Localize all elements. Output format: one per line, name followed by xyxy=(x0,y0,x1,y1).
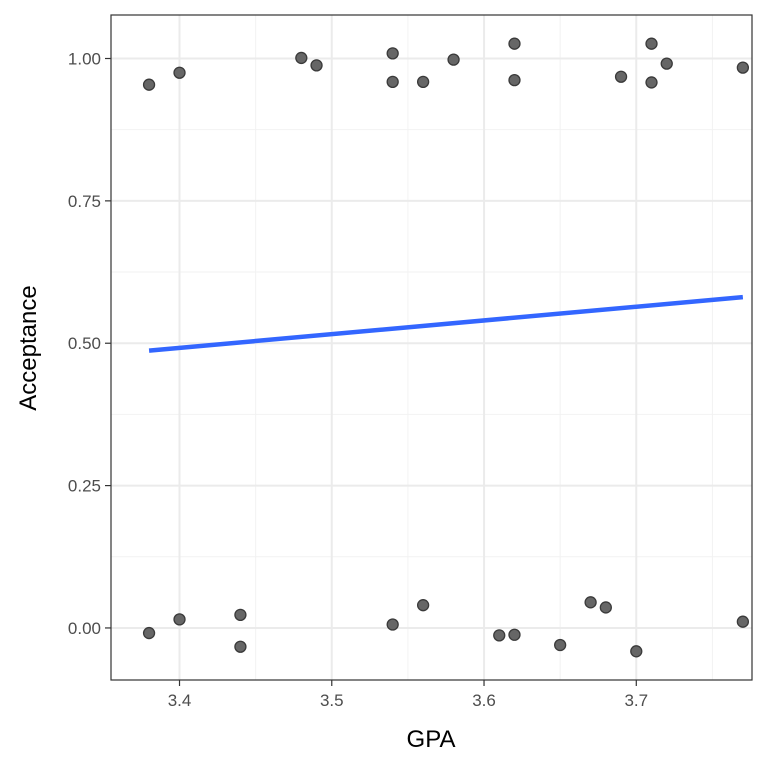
x-tick-label: 3.5 xyxy=(320,691,344,710)
axis-tick-labels: 3.4 3.5 3.6 3.7 0.00 0.25 0.50 0.75 1.00 xyxy=(68,50,648,710)
data-point xyxy=(447,53,460,66)
data-point xyxy=(173,613,186,626)
y-tick-label: 1.00 xyxy=(68,50,101,69)
data-point xyxy=(173,66,186,79)
data-point xyxy=(416,75,430,89)
x-tick-label: 3.6 xyxy=(472,691,496,710)
x-tick-label: 3.4 xyxy=(168,691,192,710)
y-axis-title: Acceptance xyxy=(15,285,42,410)
data-point xyxy=(736,61,750,74)
data-point xyxy=(736,615,750,628)
data-point xyxy=(554,638,567,652)
data-point xyxy=(416,599,430,612)
data-point xyxy=(493,629,506,642)
data-point xyxy=(508,73,521,87)
data-point xyxy=(599,601,612,614)
data-point xyxy=(310,59,323,72)
data-point xyxy=(630,645,643,658)
y-tick-label: 0.25 xyxy=(68,477,101,496)
panel-border xyxy=(110,14,753,681)
fit-line xyxy=(148,294,744,353)
data-point xyxy=(386,618,399,631)
data-point xyxy=(645,76,658,89)
data-point xyxy=(614,70,628,83)
data-point xyxy=(660,57,673,70)
data-point xyxy=(386,47,399,60)
y-tick-label: 0.50 xyxy=(68,334,101,353)
minor-gridlines xyxy=(111,15,752,680)
data-point xyxy=(508,628,521,641)
x-axis-title: GPA xyxy=(407,726,456,753)
x-tick-label: 3.7 xyxy=(624,691,648,710)
fit-line-layer xyxy=(148,294,744,353)
y-tick-label: 0.75 xyxy=(68,192,101,211)
data-point xyxy=(508,37,521,50)
data-point xyxy=(645,37,658,50)
data-point xyxy=(142,626,156,640)
data-point xyxy=(295,51,308,65)
axis-ticks xyxy=(105,57,637,686)
data-point xyxy=(584,596,597,609)
data-point xyxy=(234,608,247,622)
data-point xyxy=(386,75,399,89)
y-tick-label: 0.00 xyxy=(68,619,101,638)
data-points xyxy=(142,37,750,658)
data-point xyxy=(142,78,156,91)
data-point xyxy=(234,640,247,653)
